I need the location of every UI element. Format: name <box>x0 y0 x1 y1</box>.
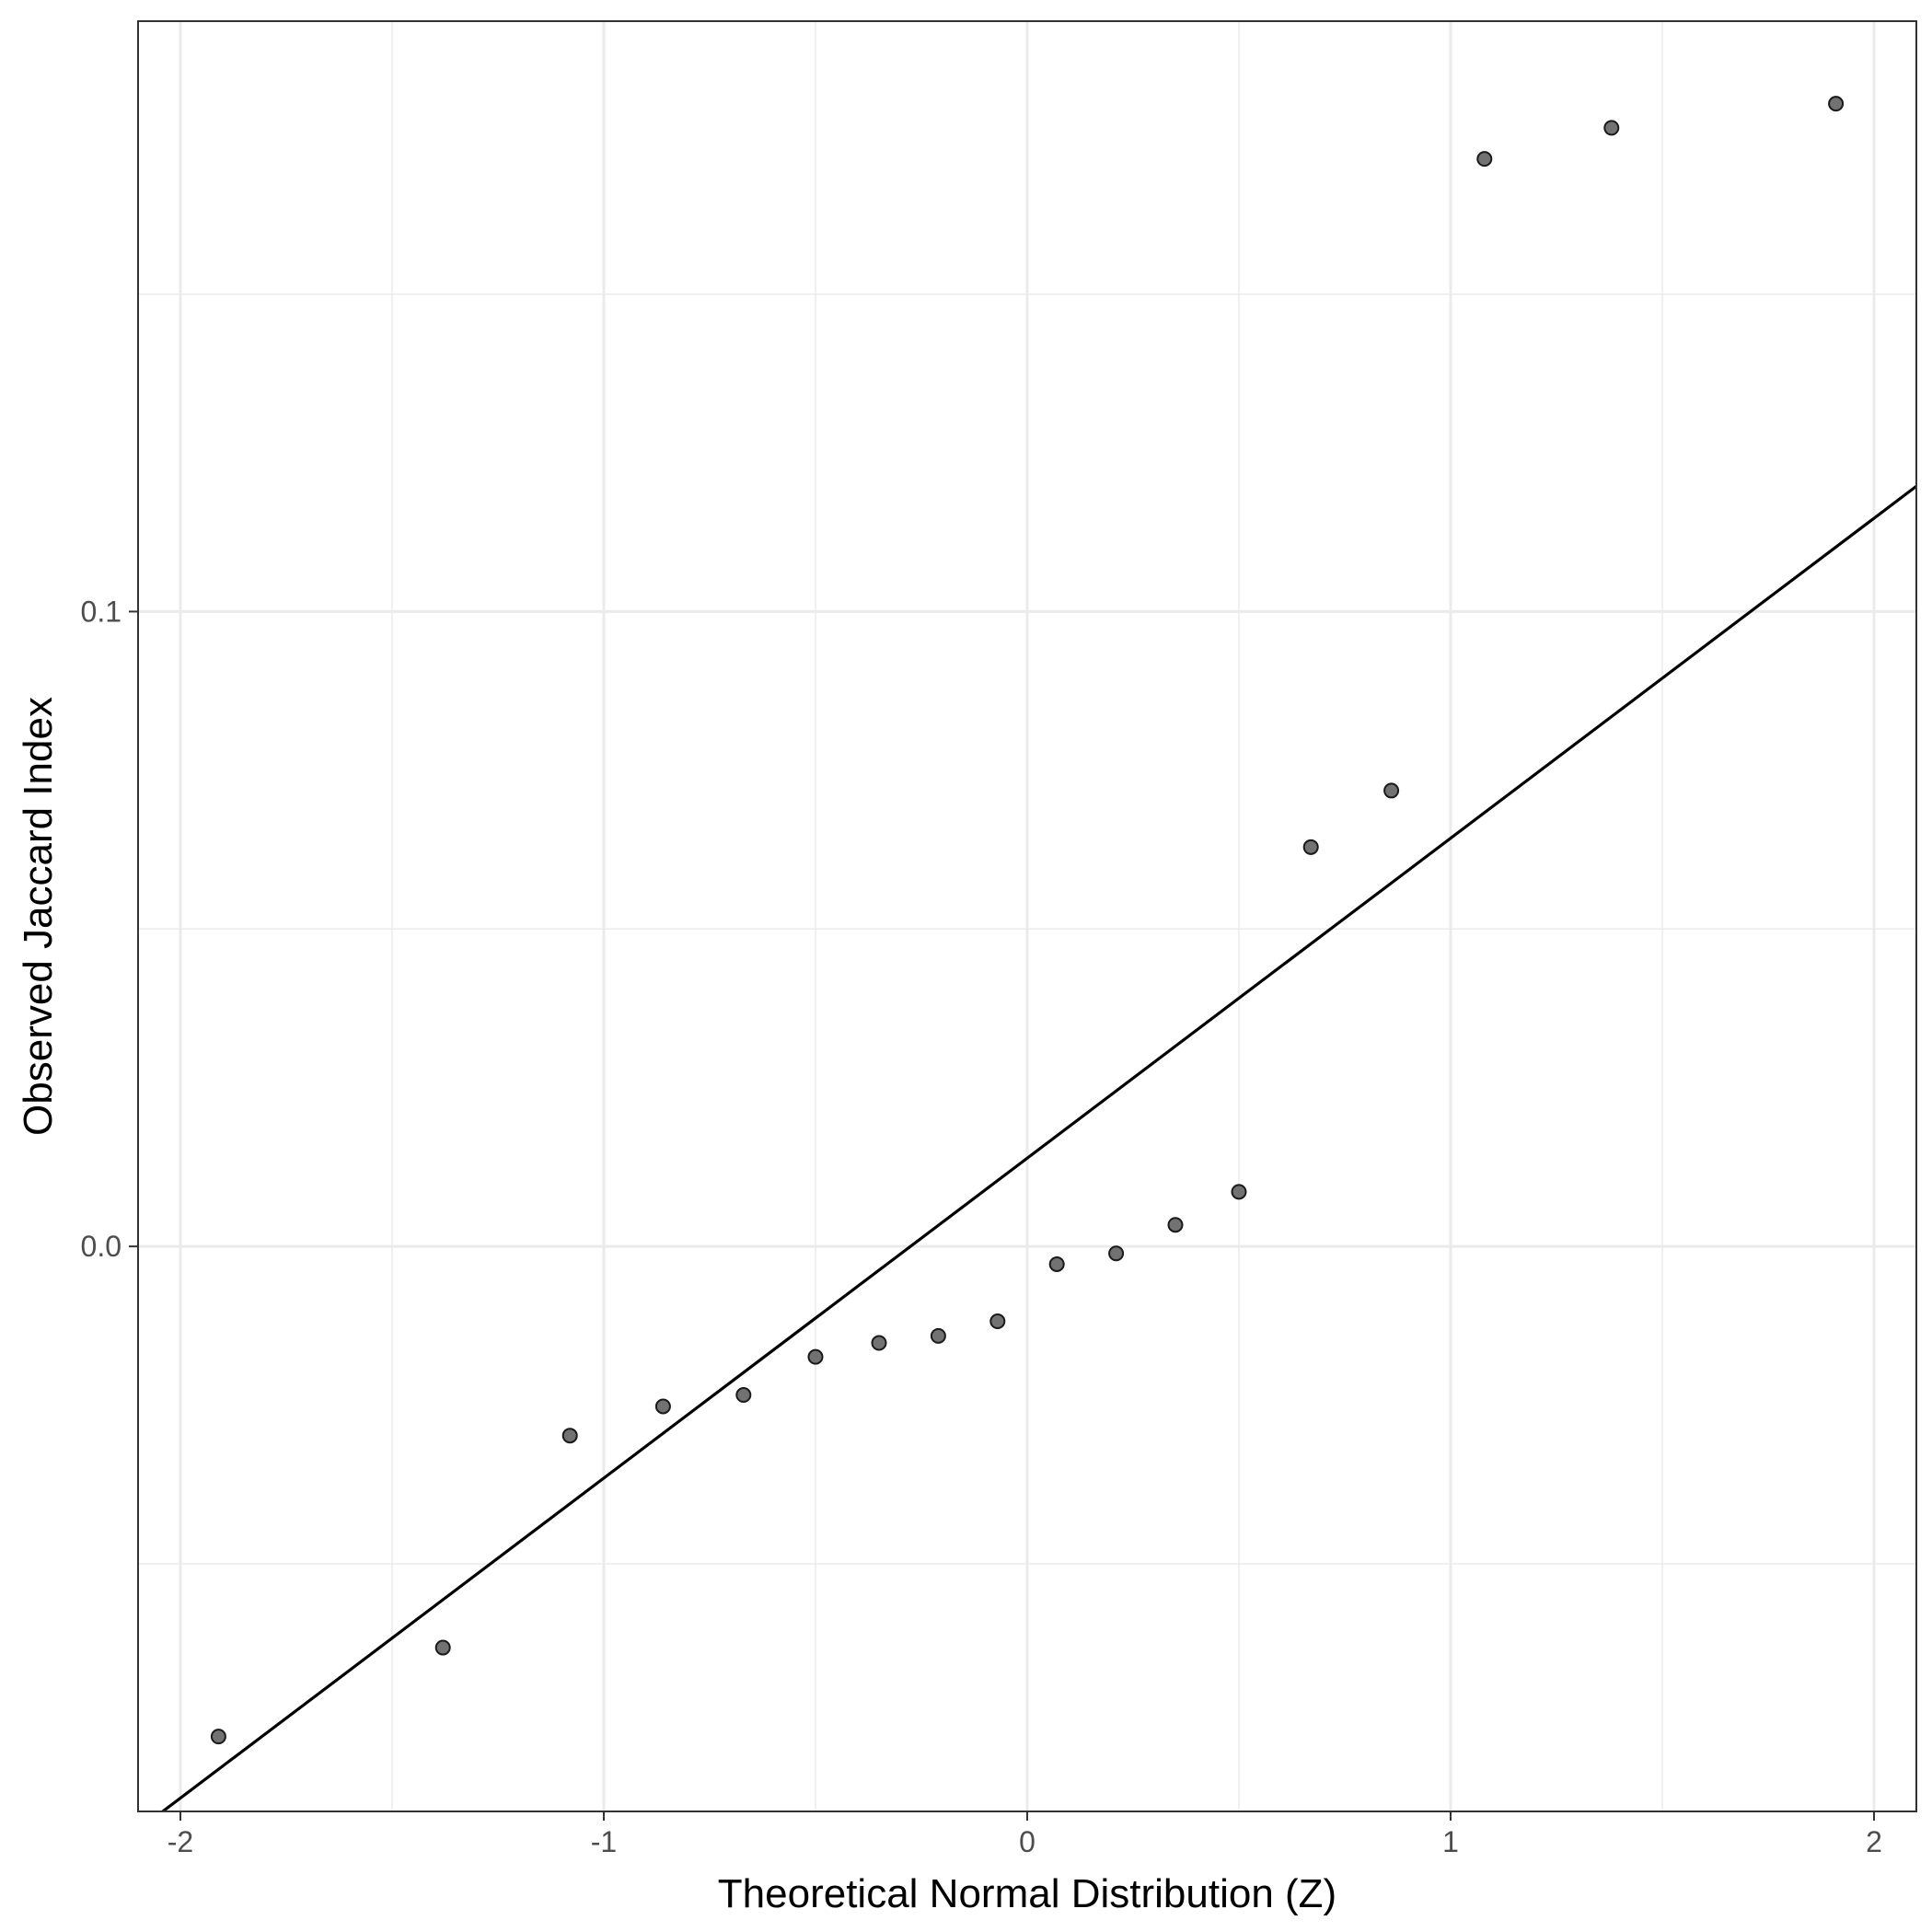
data-point <box>989 1313 1006 1330</box>
x-tick-label: 0 <box>1019 1825 1035 1858</box>
data-point <box>434 1639 451 1656</box>
data-point <box>871 1335 887 1351</box>
data-point <box>807 1348 824 1365</box>
data-point <box>930 1327 946 1344</box>
x-axis-title: Theoretical Normal Distribution (Z) <box>718 1871 1336 1916</box>
data-point <box>1167 1217 1184 1233</box>
data-point <box>561 1428 578 1444</box>
data-point <box>1476 151 1493 168</box>
y-tick-label: 0.0 <box>81 1230 121 1263</box>
data-point <box>1048 1255 1065 1272</box>
x-tick-label: -2 <box>168 1825 193 1858</box>
data-point <box>210 1729 226 1745</box>
data-point <box>654 1398 671 1415</box>
x-tick-label: 2 <box>1866 1825 1882 1858</box>
data-point <box>1302 839 1319 855</box>
data-point <box>735 1387 752 1404</box>
data-point <box>1108 1245 1125 1262</box>
y-axis-title: Observed Jaccard Index <box>16 697 61 1136</box>
reference-line-layer <box>160 485 1916 1811</box>
axes: -2 -1 0 1 2 0.0 0.1 <box>81 595 1882 1858</box>
data-point <box>1603 120 1620 136</box>
reference-line <box>160 485 1916 1811</box>
data-point <box>1828 96 1845 112</box>
x-tick-label: -1 <box>591 1825 617 1858</box>
data-point <box>1383 782 1400 799</box>
data-points <box>210 96 1845 1745</box>
gridlines <box>138 21 1916 1811</box>
data-point <box>1231 1184 1247 1200</box>
y-tick-label: 0.1 <box>81 595 121 628</box>
x-tick-label: 1 <box>1442 1825 1459 1858</box>
